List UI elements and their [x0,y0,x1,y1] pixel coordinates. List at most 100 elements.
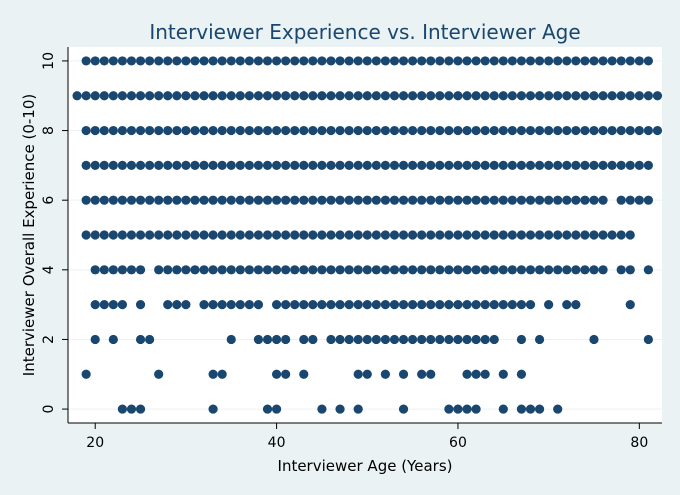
data-point [580,265,590,275]
data-point [417,160,427,170]
data-point [108,300,118,310]
data-point [417,230,427,240]
data-point [507,125,517,136]
data-point [426,265,436,275]
data-point [634,91,644,101]
data-point [335,230,345,240]
data-point [281,125,291,136]
data-point [489,334,499,345]
y-tick-label: 4 [41,265,57,274]
data-point [335,91,345,101]
data-point [117,230,128,240]
data-point [589,265,599,275]
data-point [562,265,572,275]
data-point [389,230,400,240]
y-tick-label: 6 [41,196,57,205]
data-point [99,230,109,240]
data-point [598,265,608,275]
data-point [226,56,236,66]
data-point [562,300,572,310]
data-point [507,230,517,240]
data-point [516,125,527,136]
data-point [525,195,536,205]
data-point [562,195,572,205]
data-point [117,91,128,101]
data-point [199,56,209,66]
data-point [489,160,499,170]
data-point [181,91,191,101]
data-point [389,300,400,310]
data-point [616,160,626,170]
data-point [380,369,391,379]
data-point [525,404,536,414]
data-point [426,160,436,170]
data-point [154,265,164,275]
data-point [244,265,254,275]
data-point [117,195,128,205]
data-point [299,56,309,66]
data-point [208,369,218,379]
data-point [471,404,481,414]
data-point [652,125,663,136]
data-point [335,125,345,136]
data-point [534,91,545,101]
y-tick-label: 0 [41,405,57,414]
data-point [154,160,164,170]
data-point [99,300,109,310]
data-point [335,160,345,170]
data-point [335,334,345,345]
data-point [444,56,454,66]
data-point [208,300,218,310]
data-point [498,404,508,414]
data-point [643,125,653,136]
data-point [580,56,590,66]
data-point [417,125,427,136]
data-point [163,125,173,136]
data-point [371,125,381,136]
data-point [516,160,527,170]
data-point [480,300,490,310]
data-point [435,91,445,101]
data-point [117,265,128,275]
data-point [326,300,336,310]
data-point [398,56,409,66]
data-point [444,300,454,310]
data-point [108,160,118,170]
data-point [471,300,481,310]
data-point [417,334,427,345]
data-point [117,160,128,170]
data-point [299,160,309,170]
data-point [453,56,463,66]
data-point [308,125,318,136]
data-point [398,230,409,240]
data-point [398,334,409,345]
data-point [90,334,100,345]
data-point [326,160,336,170]
data-point [353,300,363,310]
data-point [126,56,137,66]
data-point [335,56,345,66]
data-point [163,300,173,310]
data-point [108,230,118,240]
data-point [453,300,463,310]
data-point [199,125,209,136]
data-point [371,91,381,101]
data-point [525,230,536,240]
data-point [199,265,209,275]
data-point [507,195,517,205]
data-point [589,91,599,101]
data-point [262,265,273,275]
data-point [598,195,608,205]
data-point [299,265,309,275]
data-point [544,56,554,66]
data-point [589,195,599,205]
data-point [353,160,363,170]
data-point [607,56,617,66]
data-point [317,195,327,205]
data-point [498,265,508,275]
data-point [326,125,336,136]
data-point [271,91,282,101]
data-point [208,265,218,275]
data-point [90,91,100,101]
data-point [553,195,563,205]
